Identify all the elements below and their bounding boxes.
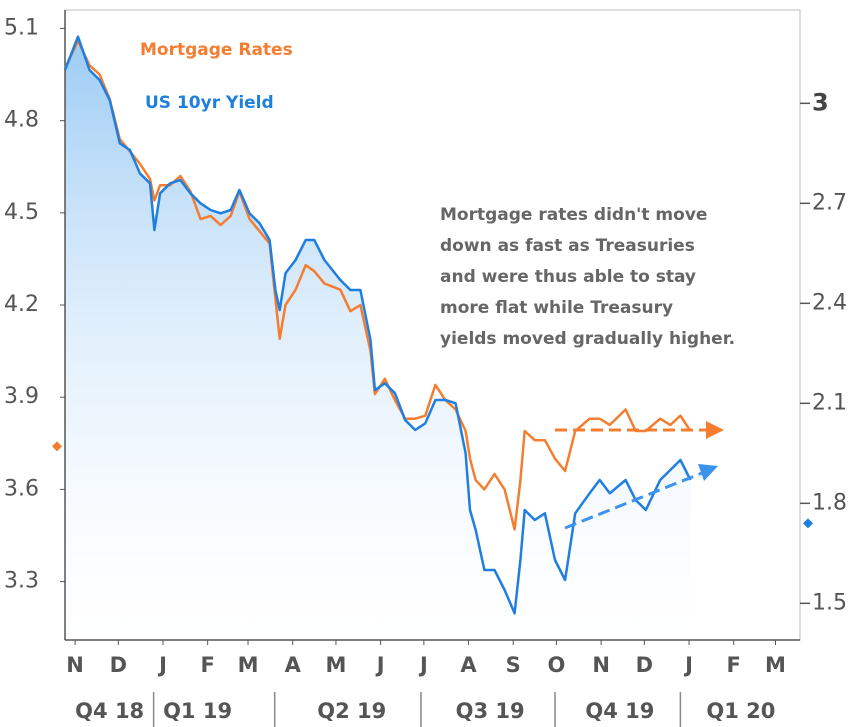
legend-entry: US 10yr Yield bbox=[145, 93, 274, 113]
y-tick-label: 4.5 bbox=[4, 200, 39, 225]
quarter-label: Q4 19 bbox=[585, 699, 654, 723]
y2-tick-label: 1.5 bbox=[812, 590, 847, 615]
arrow-head bbox=[706, 421, 724, 439]
annotation: more flat while Treasury bbox=[440, 298, 673, 318]
x-tick-label: M bbox=[325, 653, 346, 677]
x-tick-label: J bbox=[683, 653, 693, 677]
x-tick-label: M bbox=[238, 653, 259, 677]
x-tick-label: A bbox=[460, 653, 477, 677]
y-tick-label: 3.3 bbox=[4, 569, 39, 594]
annotation: down as fast as Treasuries bbox=[440, 236, 695, 256]
x-tick-label: A bbox=[285, 653, 302, 677]
x-tick-label: N bbox=[592, 653, 610, 677]
y-tick-label: 3.9 bbox=[4, 384, 39, 409]
x-tick-label: N bbox=[66, 653, 84, 677]
value-marker bbox=[52, 441, 62, 452]
annotation: and were thus able to stay bbox=[440, 267, 696, 287]
quarter-label: Q2 19 bbox=[317, 699, 386, 723]
x-tick-label: F bbox=[200, 653, 214, 677]
x-tick-label: S bbox=[506, 653, 521, 677]
x-tick-label: M bbox=[765, 653, 786, 677]
y2-tick-label: 2.1 bbox=[812, 390, 847, 415]
series-area bbox=[65, 36, 691, 640]
x-tick-label: D bbox=[636, 653, 653, 677]
quarter-label: Q1 20 bbox=[706, 699, 775, 723]
quarter-label: Q4 18 bbox=[75, 699, 144, 723]
y2-tick-label: 1.8 bbox=[812, 490, 847, 515]
main-layer: 3.3 3.6 3.9 4.2 4.5 4.8 5.1 1.5 1.8 2.1 2.4 2.7 3 N D J… bbox=[4, 10, 847, 727]
x-tick-label: J bbox=[375, 653, 385, 677]
y2-tick-label: 2.7 bbox=[812, 190, 847, 215]
value-marker bbox=[803, 518, 813, 529]
y2-tick-label: 3 bbox=[812, 88, 829, 116]
y-tick-label: 4.2 bbox=[4, 292, 39, 317]
x-tick-label: J bbox=[157, 653, 167, 677]
y-tick-label: 3.6 bbox=[4, 476, 39, 501]
legend-entry: Mortgage Rates bbox=[140, 40, 293, 60]
y-tick-label: 5.1 bbox=[4, 15, 39, 40]
x-tick-label: O bbox=[548, 653, 566, 677]
series-line bbox=[63, 35, 692, 615]
x-tick-label: F bbox=[727, 653, 741, 677]
x-tick-label: D bbox=[110, 653, 127, 677]
area-layer bbox=[65, 36, 691, 640]
quarter-label: Q3 19 bbox=[456, 699, 525, 723]
trend-arrow bbox=[564, 471, 703, 530]
annotation: yields moved gradually higher. bbox=[440, 329, 735, 349]
y2-tick-label: 2.4 bbox=[812, 290, 847, 315]
x-tick-label: J bbox=[418, 653, 428, 677]
y-tick-label: 4.8 bbox=[4, 108, 39, 133]
arrow-head bbox=[698, 464, 718, 481]
annotation: Mortgage rates didn't move bbox=[440, 205, 707, 225]
quarter-label: Q1 19 bbox=[163, 699, 232, 723]
